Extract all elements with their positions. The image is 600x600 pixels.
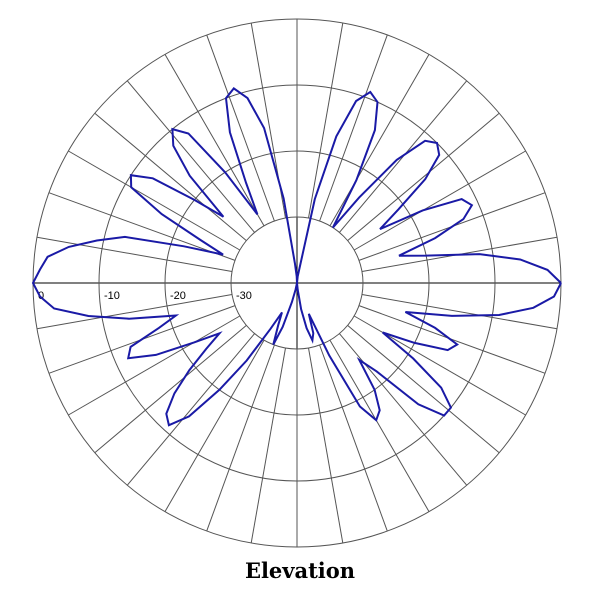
plot-caption: Elevation	[244, 558, 356, 583]
ring-labels: 0 -10 -20 -30	[38, 290, 252, 302]
grid-spoke-160	[48, 192, 236, 261]
grid-spoke-60	[329, 54, 430, 227]
ring-label: 0	[38, 290, 44, 302]
ring-label: -30	[236, 290, 252, 302]
grid-spoke-280	[308, 347, 344, 544]
grid-ring-minus30	[230, 216, 364, 350]
grid-spoke-140	[94, 112, 247, 241]
ring-label: -20	[170, 290, 186, 302]
grid-spoke-260	[250, 347, 286, 544]
grid-spoke-290	[319, 344, 388, 532]
grid-spoke-190	[36, 294, 233, 330]
ring-label: -10	[104, 290, 120, 302]
grid-spoke-250	[206, 344, 275, 532]
grid-spoke-220	[94, 325, 247, 454]
grid-spoke-130	[126, 80, 255, 233]
grid-spoke-40	[347, 112, 500, 241]
grid-spoke-240	[164, 339, 265, 512]
grid-spoke-320	[347, 325, 500, 454]
radiation-pattern-line	[31, 87, 562, 427]
grid-spoke-350	[361, 294, 558, 330]
grid-ring-minus10	[98, 84, 496, 482]
grid-spoke-120	[164, 54, 265, 227]
grid-spoke-70	[319, 34, 388, 222]
grid-spoke-170	[36, 236, 233, 272]
grid-ring-minus20	[164, 150, 430, 416]
grid-spoke-150	[68, 150, 241, 251]
grid-spoke-30	[353, 150, 526, 251]
grid-spoke-300	[329, 339, 430, 512]
grid-spoke-210	[68, 315, 241, 416]
grid-spoke-310	[339, 333, 468, 486]
grid-spoke-80	[308, 22, 344, 219]
grid-spoke-230	[126, 333, 255, 486]
polar-grid	[32, 18, 562, 548]
grid-spoke-110	[206, 34, 275, 222]
